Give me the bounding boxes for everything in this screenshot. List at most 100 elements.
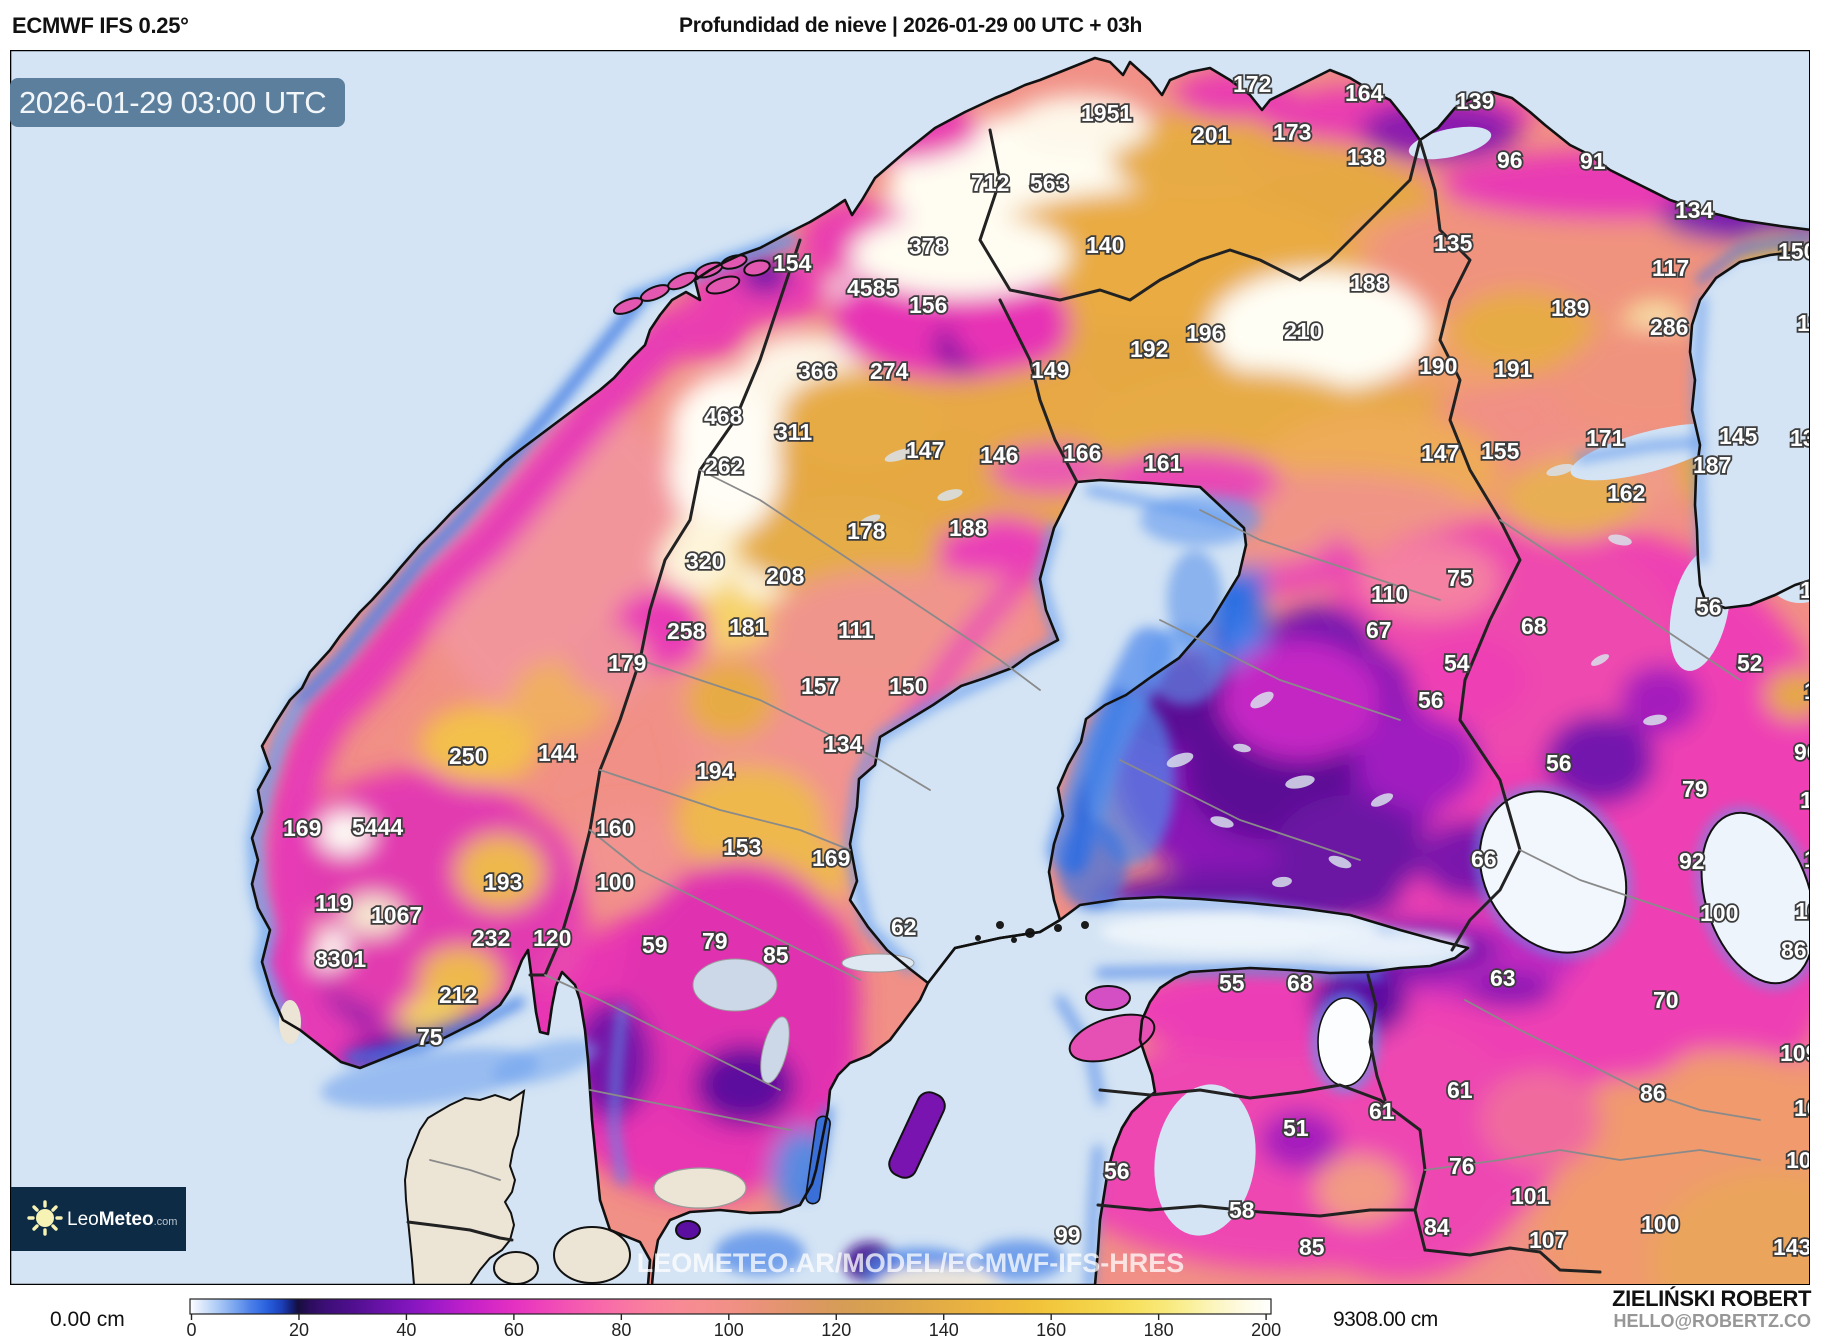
svg-text:139: 139 <box>1456 88 1494 114</box>
svg-text:56: 56 <box>1546 750 1572 776</box>
svg-text:67: 67 <box>1366 617 1392 643</box>
svg-text:169: 169 <box>812 845 850 871</box>
svg-text:154: 154 <box>773 250 812 276</box>
svg-text:147: 147 <box>906 437 944 463</box>
svg-text:274: 274 <box>870 358 909 384</box>
svg-text:212: 212 <box>439 982 477 1008</box>
svg-text:134: 134 <box>1675 197 1714 223</box>
svg-text:138: 138 <box>1790 425 1821 451</box>
svg-text:68: 68 <box>1287 970 1313 996</box>
svg-text:200: 200 <box>1251 1320 1281 1337</box>
svg-text:157: 157 <box>801 673 839 699</box>
svg-text:119: 119 <box>315 890 352 916</box>
svg-text:56: 56 <box>1104 1158 1130 1184</box>
svg-text:193: 193 <box>484 869 522 895</box>
svg-text:100: 100 <box>1795 898 1821 924</box>
svg-text:90: 90 <box>1794 739 1820 765</box>
svg-text:140: 140 <box>1086 232 1124 258</box>
svg-text:129: 129 <box>1804 846 1821 872</box>
svg-text:378: 378 <box>909 233 948 259</box>
svg-text:103: 103 <box>1800 577 1821 603</box>
svg-text:100: 100 <box>1641 1211 1679 1237</box>
svg-text:208: 208 <box>766 563 805 589</box>
svg-text:160: 160 <box>596 815 634 841</box>
svg-text:117: 117 <box>1652 255 1689 281</box>
svg-text:258: 258 <box>667 618 706 644</box>
svg-text:149: 149 <box>1031 357 1069 383</box>
svg-text:104: 104 <box>1786 1147 1821 1173</box>
svg-text:52: 52 <box>1737 650 1763 676</box>
svg-text:161: 161 <box>1144 450 1183 476</box>
svg-text:162: 162 <box>1607 480 1645 506</box>
svg-text:120: 120 <box>821 1320 851 1337</box>
svg-text:160: 160 <box>1036 1320 1066 1337</box>
svg-text:187: 187 <box>1693 452 1731 478</box>
svg-text:232: 232 <box>472 925 510 951</box>
svg-text:61: 61 <box>1447 1077 1473 1103</box>
svg-text:100: 100 <box>596 869 634 895</box>
svg-text:4585: 4585 <box>847 275 898 301</box>
svg-text:86: 86 <box>1640 1080 1666 1106</box>
svg-text:20: 20 <box>289 1320 309 1337</box>
svg-text:86: 86 <box>1781 937 1807 963</box>
svg-text:180: 180 <box>1144 1320 1174 1337</box>
svg-text:201: 201 <box>1192 122 1231 148</box>
svg-text:153: 153 <box>723 834 761 860</box>
svg-text:56: 56 <box>1696 594 1722 620</box>
svg-text:194: 194 <box>696 758 735 784</box>
svg-text:1067: 1067 <box>371 902 422 928</box>
svg-text:70: 70 <box>1653 987 1679 1013</box>
svg-text:134: 134 <box>824 731 863 757</box>
svg-text:92: 92 <box>1679 848 1705 874</box>
svg-text:179: 179 <box>608 650 646 676</box>
svg-text:120: 120 <box>533 925 571 951</box>
svg-text:LeoMeteo.com: LeoMeteo.com <box>67 1209 177 1230</box>
svg-text:147: 147 <box>1421 440 1459 466</box>
svg-text:190: 190 <box>1419 353 1457 379</box>
svg-text:150: 150 <box>889 673 927 699</box>
svg-text:181: 181 <box>729 614 768 640</box>
svg-text:56: 56 <box>1418 687 1444 713</box>
svg-text:138: 138 <box>1347 144 1386 170</box>
svg-text:143: 143 <box>1773 1234 1811 1260</box>
svg-text:110: 110 <box>1797 310 1821 336</box>
svg-text:51: 51 <box>1283 1115 1309 1141</box>
svg-text:171: 171 <box>1586 425 1625 451</box>
svg-text:61: 61 <box>1369 1098 1395 1124</box>
svg-text:91: 91 <box>1580 148 1606 174</box>
svg-text:63: 63 <box>1490 965 1516 991</box>
svg-text:5444: 5444 <box>352 814 403 840</box>
svg-text:80: 80 <box>611 1320 631 1337</box>
svg-text:68: 68 <box>1521 613 1547 639</box>
svg-text:60: 60 <box>504 1320 524 1337</box>
svg-text:111: 111 <box>838 617 874 643</box>
svg-text:59: 59 <box>642 932 668 958</box>
svg-text:468: 468 <box>704 403 743 429</box>
svg-text:173: 173 <box>1273 119 1311 145</box>
svg-text:79: 79 <box>1682 776 1708 802</box>
svg-text:75: 75 <box>1447 565 1473 591</box>
svg-text:84: 84 <box>1424 1214 1450 1240</box>
svg-text:146: 146 <box>980 442 1018 468</box>
svg-text:178: 178 <box>847 518 886 544</box>
svg-text:311: 311 <box>775 419 812 445</box>
svg-text:286: 286 <box>1650 314 1688 340</box>
svg-text:100: 100 <box>1804 678 1821 704</box>
svg-text:188: 188 <box>1350 270 1389 296</box>
svg-text:169: 169 <box>283 815 321 841</box>
svg-text:76: 76 <box>1449 1153 1475 1179</box>
svg-text:156: 156 <box>909 292 947 318</box>
svg-text:58: 58 <box>1229 1197 1255 1223</box>
svg-text:150: 150 <box>1778 238 1816 264</box>
svg-text:139: 139 <box>1800 787 1821 813</box>
svg-text:100: 100 <box>714 1320 744 1337</box>
svg-text:106: 106 <box>1794 1095 1821 1121</box>
svg-text:96: 96 <box>1497 147 1523 173</box>
svg-text:262: 262 <box>705 453 743 479</box>
svg-text:712: 712 <box>971 170 1009 196</box>
svg-text:54: 54 <box>1444 650 1470 676</box>
svg-text:166: 166 <box>1063 440 1101 466</box>
svg-text:366: 366 <box>798 358 836 384</box>
svg-text:40: 40 <box>396 1320 416 1337</box>
svg-text:1951: 1951 <box>1081 100 1132 126</box>
